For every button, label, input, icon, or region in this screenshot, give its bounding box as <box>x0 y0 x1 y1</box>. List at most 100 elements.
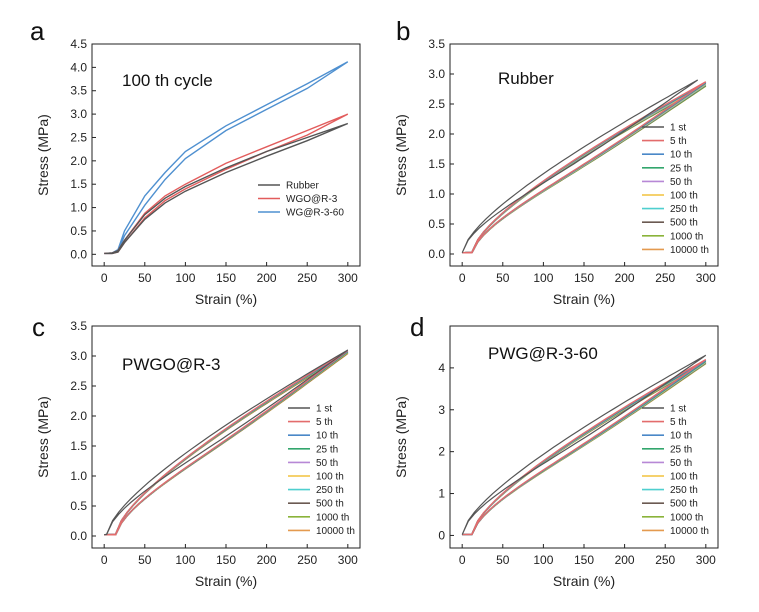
y-tick-label: 2.0 <box>70 409 87 423</box>
legend-entry: 250 th <box>670 485 698 496</box>
x-tick-label: 0 <box>459 271 466 285</box>
x-tick-label: 200 <box>615 553 635 567</box>
legend-entry: WGO@R-3 <box>286 194 338 205</box>
panel-title: PWGO@R-3 <box>122 355 220 374</box>
y-tick-label: 2.5 <box>70 130 87 144</box>
x-tick-label: 0 <box>101 271 108 285</box>
legend-entry: 250 th <box>316 485 344 496</box>
y-tick-label: 2.0 <box>70 154 87 168</box>
x-axis-label: Strain (%) <box>553 291 615 307</box>
legend-entry: 250 th <box>670 204 698 215</box>
series-group <box>104 61 349 255</box>
legend-entry: 1000 th <box>670 512 703 523</box>
y-tick-label: 1.0 <box>70 469 87 483</box>
legend-entry: 1 st <box>670 123 686 134</box>
y-tick-label: 2.5 <box>428 97 445 111</box>
y-tick-label: 2.0 <box>428 127 445 141</box>
x-tick-label: 150 <box>574 271 594 285</box>
series-line-1-st <box>104 349 349 536</box>
x-tick-label: 200 <box>257 553 277 567</box>
legend-entry: WG@R-3-60 <box>286 208 344 219</box>
y-tick-label: 1.0 <box>70 201 87 215</box>
legend-entry: 10 th <box>670 431 692 442</box>
x-tick-label: 0 <box>459 553 466 567</box>
legend-entry: 25 th <box>670 163 692 174</box>
y-axis-label: Stress (MPa) <box>35 396 51 478</box>
y-tick-label: 3.0 <box>70 107 87 121</box>
x-tick-label: 300 <box>338 553 358 567</box>
y-tick-label: 0.0 <box>70 529 87 543</box>
x-tick-label: 200 <box>257 271 277 285</box>
series-line-5-th <box>462 81 707 254</box>
x-tick-label: 100 <box>175 271 195 285</box>
panel-title: PWG@R-3-60 <box>488 344 598 363</box>
legend-entry: 5 th <box>670 136 687 147</box>
y-tick-label: 1.5 <box>70 439 87 453</box>
y-tick-label: 3.5 <box>428 37 445 51</box>
y-tick-label: 0.0 <box>428 247 445 261</box>
y-tick-label: 0 <box>438 528 445 542</box>
legend-entry: 500 th <box>670 218 698 229</box>
legend-entry: 100 th <box>316 472 344 483</box>
y-tick-label: 4 <box>438 361 445 375</box>
x-tick-label: 50 <box>138 271 152 285</box>
x-axis-label: Strain (%) <box>195 291 257 307</box>
y-tick-label: 2.5 <box>70 379 87 393</box>
series-group <box>461 354 707 536</box>
legend-entry: 10000 th <box>316 526 355 537</box>
panel-letter: d <box>410 312 424 342</box>
y-tick-label: 0.5 <box>70 224 87 238</box>
series-line-1-st <box>461 79 699 254</box>
x-tick-label: 50 <box>496 553 510 567</box>
legend-entry: 5 th <box>670 417 687 428</box>
series-line-1-st <box>461 354 707 535</box>
panel-a: 0 50 100 150 200 250 300 0.0 0.5 1.0 1.5 2.0 2.5 3.0 3… <box>30 16 361 307</box>
x-tick-label: 100 <box>533 553 553 567</box>
y-tick-label: 0.5 <box>428 217 445 231</box>
legend-entry: 1 st <box>316 404 332 415</box>
panel-letter: a <box>30 16 45 46</box>
x-tick-label: 100 <box>175 553 195 567</box>
legend-entry: 100 th <box>670 472 698 483</box>
legend-entry: Rubber <box>286 181 319 192</box>
x-tick-label: 300 <box>696 553 716 567</box>
legend-entry: 1 st <box>670 404 686 415</box>
panel-letter: c <box>32 312 45 342</box>
series-line-5-th <box>104 350 349 536</box>
x-tick-label: 200 <box>615 271 635 285</box>
y-tick-label: 3.0 <box>428 67 445 81</box>
y-tick-label: 1 <box>438 487 445 501</box>
x-tick-label: 250 <box>655 553 675 567</box>
y-tick-label: 2 <box>438 445 445 459</box>
y-tick-label: 0.0 <box>70 247 87 261</box>
y-axis-label: Stress (MPa) <box>393 396 409 478</box>
x-tick-label: 50 <box>138 553 152 567</box>
legend: 1 st 5 th 10 th 25 th 50 th 100 th 250 th 500 t… <box>288 404 355 537</box>
panel-b: 0 50 100 150 200 250 300 0.0 0.5 1.0 1.5 2.0 2.5 3.0 3… <box>393 16 719 307</box>
series-line-rubber <box>104 122 349 255</box>
legend-entry: 10 th <box>670 150 692 161</box>
legend-entry: 1000 th <box>670 231 703 242</box>
panel-title: 100 th cycle <box>122 71 213 90</box>
legend-entry: 500 th <box>670 499 698 510</box>
panel-letter: b <box>396 16 410 46</box>
panel-c: 0 50 100 150 200 250 300 0.0 0.5 1.0 1.5 2.0 2.5 3.0 3… <box>32 312 361 589</box>
x-tick-label: 300 <box>696 271 716 285</box>
y-tick-label: 1.5 <box>70 177 87 191</box>
x-tick-label: 100 <box>533 271 553 285</box>
legend-entry: 10000 th <box>670 245 709 256</box>
x-axis-label: Strain (%) <box>195 573 257 589</box>
series-group <box>461 79 707 254</box>
y-tick-label: 0.5 <box>70 499 87 513</box>
legend-entry: 25 th <box>670 444 692 455</box>
x-tick-label: 250 <box>655 271 675 285</box>
y-axis-label: Stress (MPa) <box>35 114 51 196</box>
y-tick-label: 4.0 <box>70 60 87 74</box>
x-tick-label: 250 <box>297 553 317 567</box>
legend: Rubber WGO@R-3 WG@R-3-60 <box>258 181 344 219</box>
legend-entry: 500 th <box>316 499 344 510</box>
x-tick-label: 150 <box>216 553 236 567</box>
y-tick-label: 3.5 <box>70 84 87 98</box>
legend-entry: 50 th <box>670 458 692 469</box>
